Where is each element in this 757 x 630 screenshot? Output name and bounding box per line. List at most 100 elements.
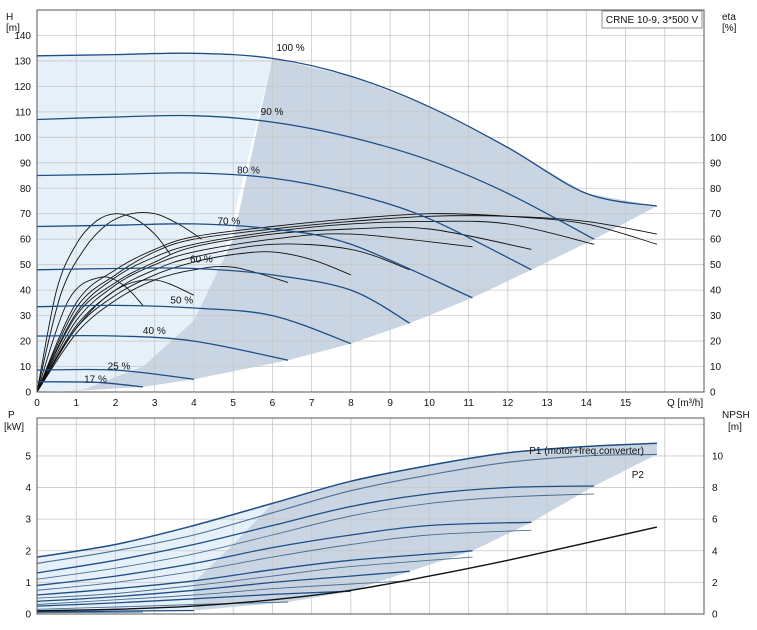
eta-curve [36,243,410,393]
x-tick-label: 14 [581,398,593,409]
speed-curve [36,368,194,380]
power-speed-curve [36,529,532,591]
y-tick-label: 50 [20,260,32,271]
x-tick-label: 12 [502,398,514,409]
speed-curve-label: 17 % [84,374,107,385]
x-tick-label: 10 [424,398,436,409]
x-tick-label: 13 [541,398,553,409]
power-speed-curve [36,580,410,605]
npsh-tick-label: 10 [712,451,724,462]
model-label: CRNE 10-9, 3*500 V [606,15,699,26]
speed-curve-label: 70 % [217,216,240,227]
x-tick-label: 9 [387,398,393,409]
y-tick-label: 110 [15,107,31,118]
model-label-box [601,10,703,29]
power-plot-border [36,417,705,615]
x-tick-label: 5 [230,398,236,409]
speed-curve [36,172,532,271]
y-tick-label: 20 [20,337,32,348]
y-tick-label: 140 [14,31,31,42]
npsh-axis-label: NPSH [722,410,750,421]
y2-tick-label: 10 [710,362,722,373]
y-tick-label: 130 [14,56,31,67]
power-speed-curve [36,601,289,610]
y-tick-label: 100 [14,133,31,144]
speed-curve-label: 100 % [276,43,304,54]
p-tick-label: 0 [25,610,31,621]
power-series-p1 [36,442,657,558]
power-speed-curve [36,550,473,596]
y2-tick-label: 80 [710,184,722,195]
npsh-tick-label: 8 [712,483,718,494]
p2-label: P2 [632,470,645,481]
head-plot-border [36,9,705,393]
x-tick-label: 6 [270,398,276,409]
speed-curve [36,267,411,324]
x-axis-label: Q [m³/h] [667,398,703,409]
y-axis-label: H [6,12,13,23]
y2-tick-label: 30 [710,311,722,322]
speed-curve-label: 50 % [170,295,193,306]
eta-curve [36,251,352,393]
npsh-tick-label: 0 [712,610,718,621]
power-speed-curve [36,556,473,599]
npsh-tick-label: 4 [712,546,718,557]
y2-tick-label: 100 [710,133,727,144]
power-speed-curve [36,493,595,580]
x-tick-label: 4 [191,398,197,409]
y2-tick-label: 20 [710,337,722,348]
npsh-axis-unit: [m] [728,422,742,433]
y-tick-label: 70 [20,209,32,220]
speed-curve-label: 80 % [237,165,260,176]
x-tick-label: 3 [152,398,158,409]
speed-curve-label: 60 % [190,255,213,266]
p-tick-label: 1 [25,578,31,589]
p1-label: P1 (motor+freq.converter) [529,446,644,457]
x-tick-label: 2 [113,398,119,409]
p-tick-label: 5 [25,451,31,462]
npsh-tick-label: 6 [712,515,718,526]
power-speed-curve [36,570,410,603]
eta-curve [36,213,658,393]
y2-tick-label: 0 [710,388,716,399]
p-tick-label: 4 [25,483,31,494]
x-tick-label: 1 [73,398,79,409]
eta-curve [36,233,473,393]
x-tick-label: 7 [309,398,315,409]
speed-curve [36,114,595,240]
power-series-p2 [36,453,657,564]
npsh-tick-label: 2 [712,578,718,589]
y-tick-label: 30 [20,311,32,322]
y-tick-label: 120 [14,82,31,93]
y2-tick-label: 40 [710,286,722,297]
y-tick-label: 0 [25,388,31,399]
x-tick-label: 8 [348,398,354,409]
p-tick-label: 2 [25,546,31,557]
speed-curve [36,223,473,299]
y2-tick-label: 60 [710,235,722,246]
x-tick-label: 15 [620,398,632,409]
speed-curve [36,381,143,388]
y-tick-label: 60 [20,235,32,246]
y2-tick-label: 50 [710,260,722,271]
speed-curve-label: 40 % [143,326,166,337]
p-axis-label: P [8,410,15,421]
x-tick-label: 11 [463,398,474,409]
speed-curve [36,334,289,361]
speed-curve-label: 25 % [108,362,131,373]
p-tick-label: 3 [25,515,31,526]
power-speed-curve [36,485,595,574]
y-tick-label: 80 [20,184,32,195]
y-tick-label: 40 [20,286,32,297]
y-tick-label: 90 [20,158,32,169]
y-axis-unit: [m] [6,23,20,34]
speed-curve [36,52,658,207]
speed-curve [36,304,352,345]
power-speed-curve [36,590,351,607]
y2-axis-unit: [%] [722,23,737,34]
y2-tick-label: 70 [710,209,722,220]
power-speed-curve [36,609,194,613]
power-speed-curve [36,521,532,587]
